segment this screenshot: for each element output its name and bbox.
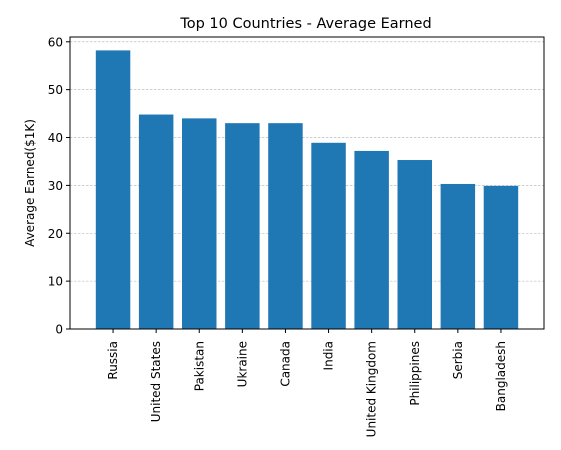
x-tick-label: Pakistan	[192, 341, 206, 391]
y-axis-label: Average Earned($1K)	[23, 119, 37, 247]
x-tick-label: India	[322, 341, 336, 370]
y-tick-label: 50	[48, 83, 63, 97]
bars	[96, 50, 518, 329]
x-tick-label: Serbia	[451, 341, 465, 379]
bar	[182, 118, 216, 329]
x-tick-label: United States	[149, 341, 163, 422]
x-tick-label: Russia	[106, 341, 120, 380]
x-tick-label: Canada	[278, 341, 292, 387]
bar	[96, 50, 130, 329]
y-axis: 0 10 20 30 40 50 60	[48, 35, 70, 336]
bar	[225, 123, 259, 329]
y-tick-label: 20	[48, 227, 63, 241]
bar	[398, 160, 432, 329]
bar	[311, 143, 345, 329]
x-tick-label: United Kingdom	[365, 341, 379, 437]
bar	[354, 151, 388, 329]
chart-title: Top 10 Countries - Average Earned	[179, 16, 431, 32]
bar	[268, 123, 302, 329]
bar	[139, 115, 173, 329]
y-tick-label: 10	[48, 275, 63, 289]
y-tick-label: 40	[48, 131, 63, 145]
x-axis: Russia United States Pakistan Ukraine Canada…	[106, 329, 508, 437]
x-tick-label: Philippines	[408, 341, 422, 406]
y-tick-label: 30	[48, 179, 63, 193]
bar	[441, 184, 475, 329]
bar	[484, 186, 518, 329]
x-tick-label: Ukraine	[235, 341, 249, 387]
y-tick-label: 60	[48, 35, 63, 49]
x-tick-label: Bangladesh	[494, 341, 508, 411]
y-tick-label: 0	[55, 323, 63, 337]
